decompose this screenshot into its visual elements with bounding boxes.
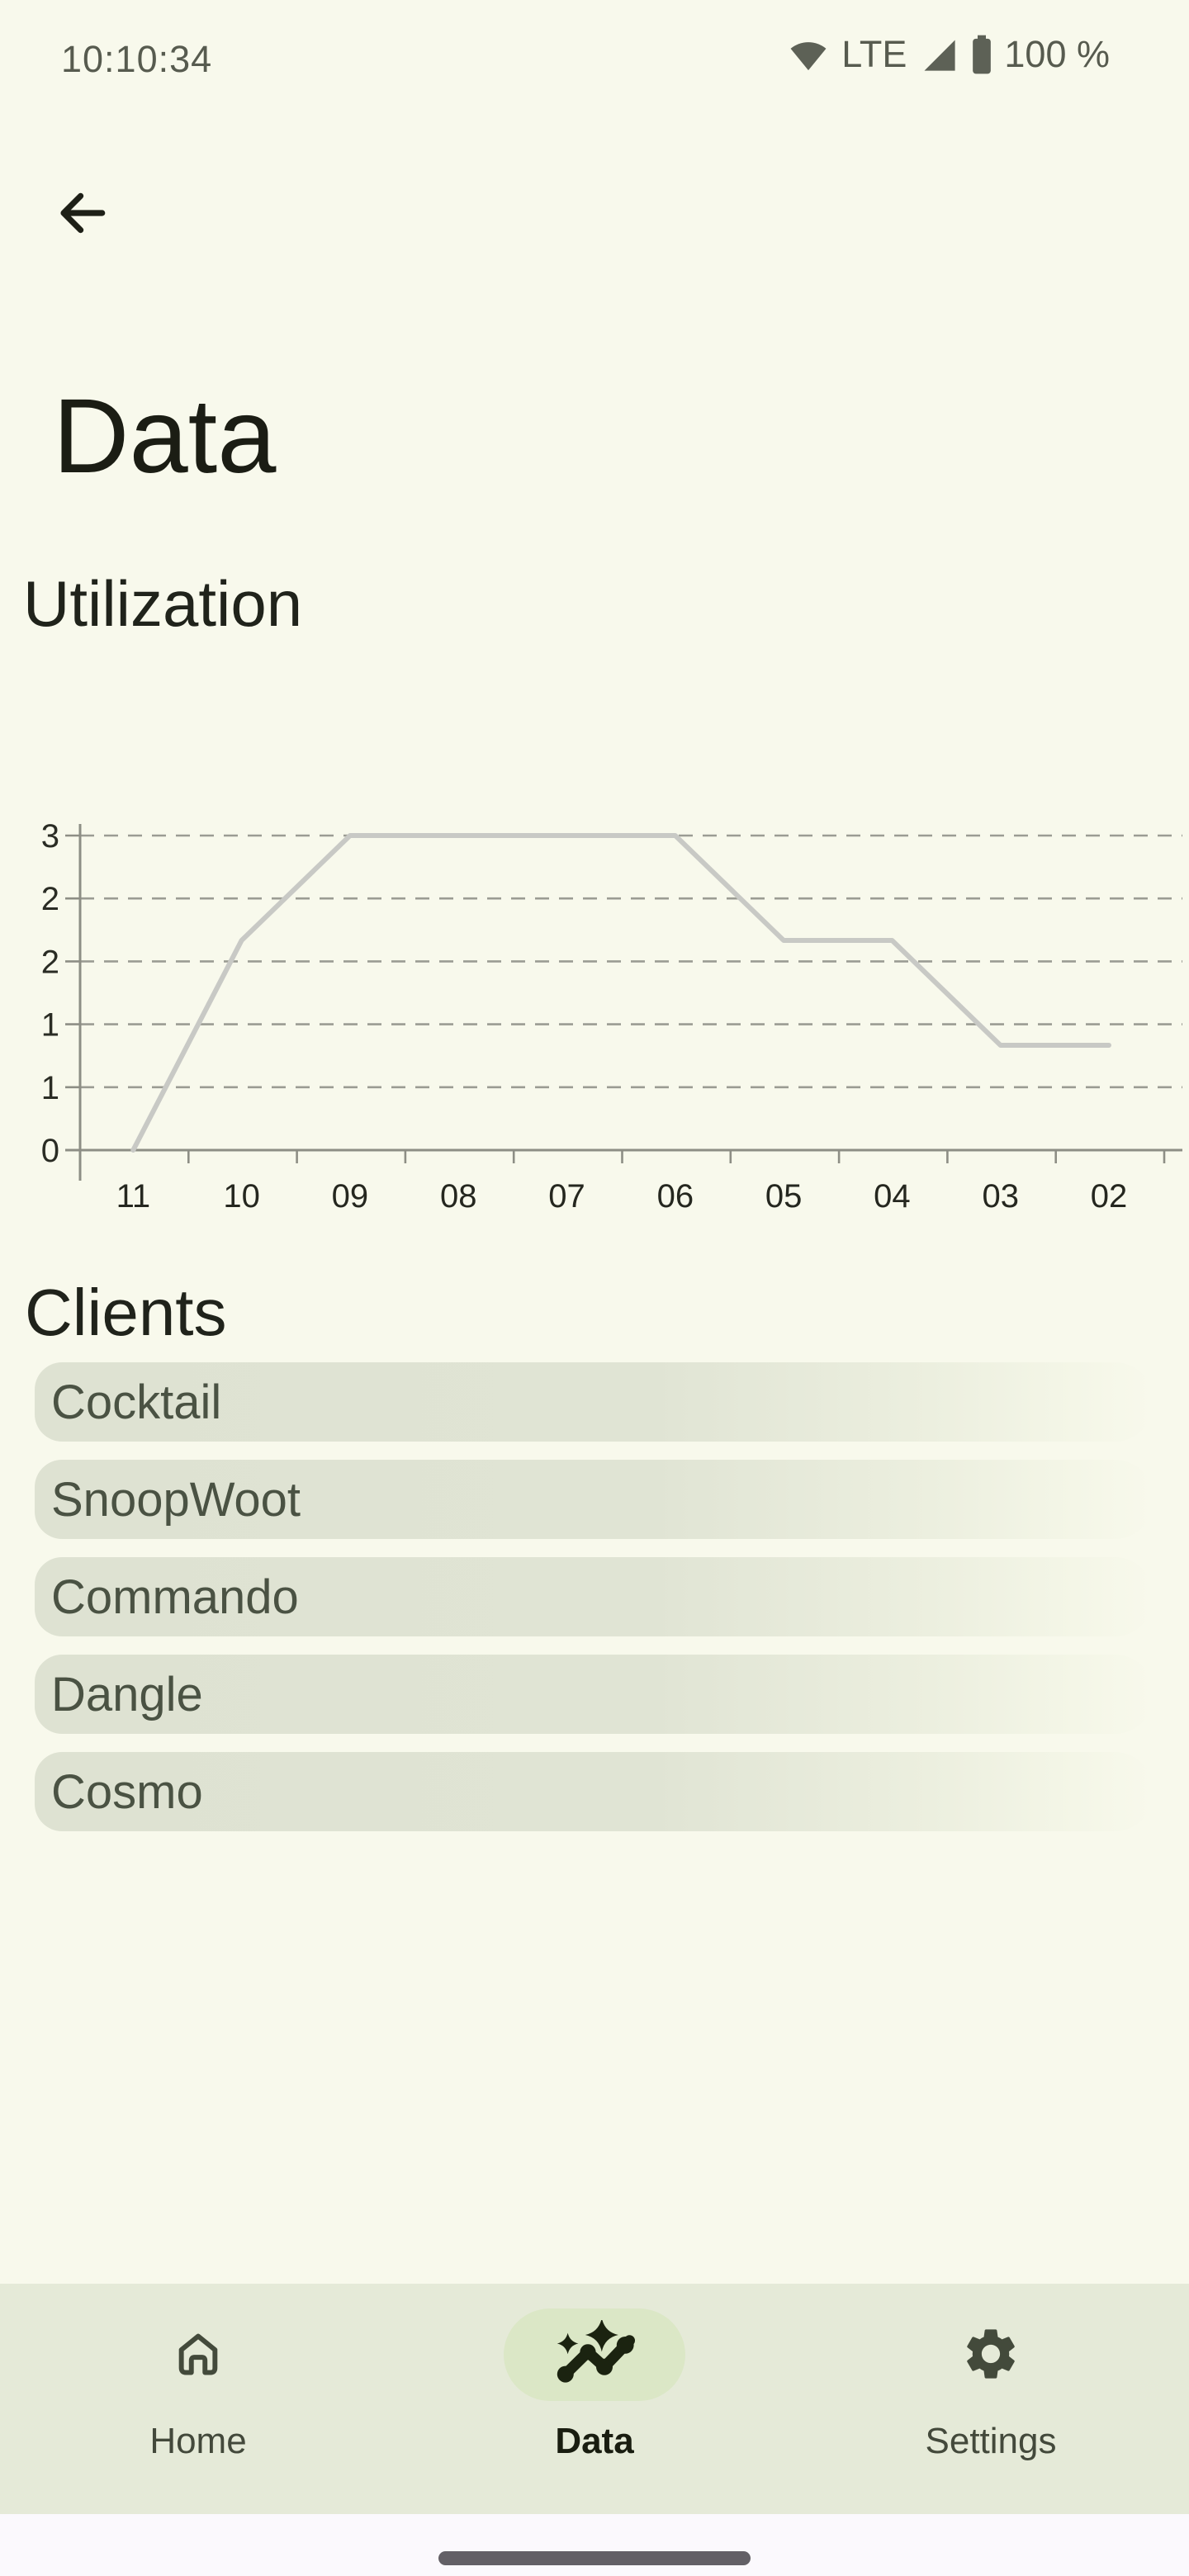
svg-text:06: 06 — [657, 1178, 694, 1215]
svg-text:03: 03 — [982, 1178, 1019, 1215]
gesture-nav-area — [0, 2514, 1189, 2576]
svg-text:2: 2 — [41, 881, 59, 917]
client-name: Cocktail — [51, 1375, 222, 1429]
svg-text:2: 2 — [41, 944, 59, 980]
svg-text:08: 08 — [440, 1178, 477, 1215]
client-list-item[interactable]: Commando — [35, 1557, 1154, 1636]
clients-section-title: Clients — [25, 1276, 227, 1349]
svg-text:1: 1 — [41, 1070, 59, 1106]
cellular-signal-icon — [918, 34, 959, 75]
nav-tab-data[interactable]: Data — [396, 2284, 793, 2514]
svg-text:04: 04 — [874, 1178, 911, 1215]
auto-graph-icon — [548, 2318, 641, 2392]
page-title: Data — [53, 377, 277, 495]
battery-percent-label: 100 % — [1004, 33, 1110, 75]
svg-text:1: 1 — [41, 1007, 59, 1044]
svg-text:02: 02 — [1091, 1178, 1128, 1215]
client-name: SnoopWoot — [51, 1472, 301, 1527]
status-clock: 10:10:34 — [61, 38, 213, 80]
svg-text:11: 11 — [116, 1178, 151, 1215]
client-name: Dangle — [51, 1667, 203, 1721]
arrow-left-icon — [60, 192, 106, 234]
client-list-item[interactable]: Cocktail — [35, 1362, 1154, 1442]
nav-tab-settings[interactable]: Settings — [793, 2284, 1189, 2514]
nav-label-home: Home — [149, 2421, 247, 2461]
nav-label-data: Data — [555, 2421, 634, 2461]
svg-text:09: 09 — [332, 1178, 369, 1215]
wifi-icon — [787, 33, 830, 76]
gesture-handle-bar[interactable] — [438, 2551, 751, 2565]
client-name: Cosmo — [51, 1764, 203, 1819]
nav-label-settings: Settings — [925, 2421, 1057, 2461]
nav-tab-home[interactable]: Home — [0, 2284, 396, 2514]
svg-text:3: 3 — [41, 818, 59, 855]
home-icon — [171, 2325, 225, 2387]
battery-icon — [971, 34, 992, 75]
svg-text:0: 0 — [41, 1133, 59, 1169]
client-name: Commando — [51, 1570, 299, 1624]
client-list-item[interactable]: SnoopWoot — [35, 1460, 1154, 1539]
status-icons: LTE 100 % — [787, 33, 1110, 76]
client-list-item[interactable]: Cosmo — [35, 1752, 1154, 1831]
svg-text:07: 07 — [548, 1178, 585, 1215]
svg-text:10: 10 — [223, 1178, 260, 1215]
network-type-label: LTE — [841, 33, 907, 75]
utilization-section-title: Utilization — [23, 567, 303, 640]
bottom-navigation-bar: Home — [0, 2284, 1189, 2514]
svg-text:05: 05 — [765, 1178, 803, 1215]
gear-icon — [960, 2323, 1021, 2389]
back-button[interactable] — [54, 186, 109, 240]
client-list-item[interactable]: Dangle — [35, 1655, 1154, 1734]
